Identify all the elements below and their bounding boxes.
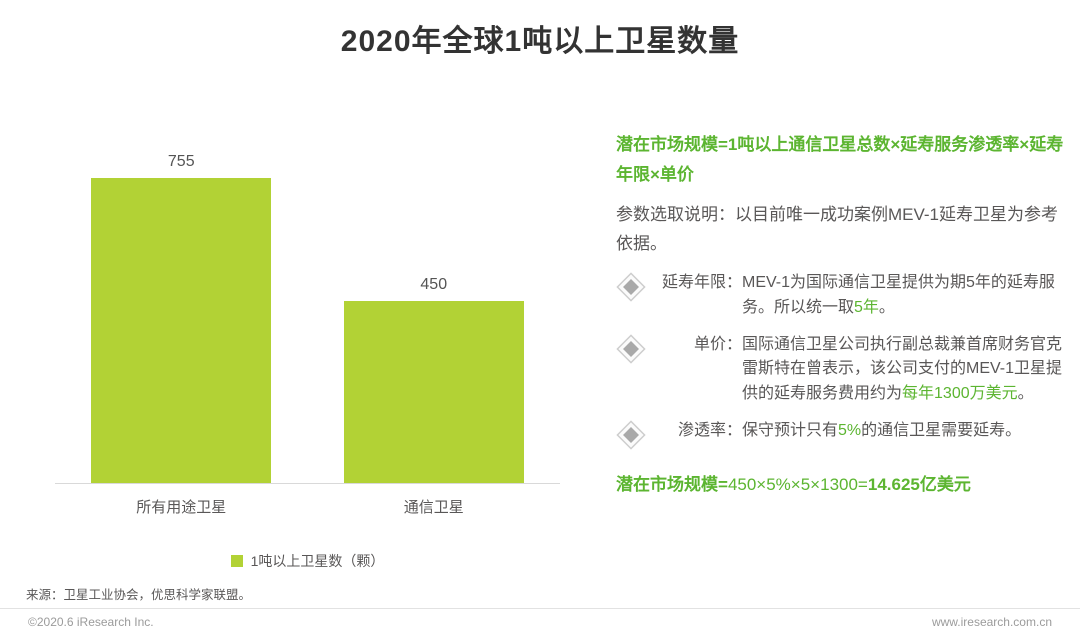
bar [343,301,524,483]
category-labels: 所有用途卫星 通信卫星 [55,496,560,517]
legend-label: 1吨以上卫星数（颗） [250,553,385,569]
panel-items: 延寿年限： MEV-1为国际通信卫星提供为期5年的延寿服务。所以统一取5年。 单价：… [616,271,1068,455]
category-label: 所有用途卫星 [136,499,227,516]
bar-value-label: 755 [167,153,195,170]
diamond-icon-wrap [616,271,660,307]
plain-text: 国际通信卫星公司执行副总裁兼首席财务官克雷斯特在曾表示，该公司支付的MEV-1卫… [742,335,1063,403]
result-value: 14.625亿美元 [867,474,971,494]
bars: 755 450 [55,138,560,484]
highlight-text: 5% [838,421,862,439]
bar-value-label: 450 [420,276,448,293]
diamond-icon [616,333,646,364]
bar-group: 755 [91,153,272,483]
result-prefix: 潜在市场规模= [616,474,728,494]
diamond-icon [616,420,646,450]
bar-chart: 755 450 所有用途卫星 通信卫星 1吨以上卫星数（颗） [55,138,560,571]
parameter-label: 单价： [693,335,742,353]
legend-swatch [230,555,243,567]
parameter-item: 渗透率： 保守预计只有5%的通信卫星需要延寿。 [616,419,1068,455]
diamond-icon-wrap [616,419,660,455]
footer-copyright: ©2020.6 iResearch Inc. [28,615,154,629]
plain-text: 的通信卫星需要延寿。 [861,421,1022,439]
chart-legend: 1吨以上卫星数（颗） [55,551,560,571]
parameter-label: 延寿年限： [661,274,742,291]
category-label: 通信卫星 [403,499,464,516]
bar [91,178,272,483]
plain-text: 保守预计只有 [742,421,839,439]
analysis-panel: 潜在市场规模=1吨以上通信卫星总数×延寿服务渗透率×延寿年限×单价 参数选取说明… [616,130,1068,498]
parameter-item: 单价： 国际通信卫星公司执行副总裁兼首席财务官克雷斯特在曾表示，该公司支付的MEV… [616,333,1068,407]
parameter-text: MEV-1为国际通信卫星提供为期5年的延寿服务。所以统一取5年。 [742,271,1068,321]
diamond-icon-wrap [616,333,660,369]
bar-group: 450 [343,276,524,483]
highlight-text: 每年1300万美元 [902,385,1018,403]
plain-text: MEV-1为国际通信卫星提供为期5年的延寿服务。所以统一取 [742,274,1055,316]
plain-text: 。 [878,298,895,316]
parameter-text: 国际通信卫星公司执行副总裁兼首席财务官克雷斯特在曾表示，该公司支付的MEV-1卫… [742,333,1068,407]
footer-url: www.iresearch.com.cn [931,615,1052,629]
result-middle: 450×5%×5×1300= [727,474,868,494]
highlight-text: 5年 [854,298,879,316]
parameter-text: 保守预计只有5%的通信卫星需要延寿。 [742,419,1068,444]
result-line: 潜在市场规模=450×5%×5×1300=14.625亿美元 [616,471,1068,498]
page-title: 2020年全球1吨以上卫星数量 [340,25,740,58]
formula-heading: 潜在市场规模=1吨以上通信卫星总数×延寿服务渗透率×延寿年限×单价 [616,135,1064,184]
footer: ©2020.6 iResearch Inc. www.iresearch.com… [0,608,1080,635]
diamond-icon [616,272,646,302]
parameter-item: 延寿年限： MEV-1为国际通信卫星提供为期5年的延寿服务。所以统一取5年。 [616,271,1068,321]
parameter-note: 参数选取说明：以目前唯一成功案例MEV-1延寿卫星为参考依据。 [616,204,1059,254]
parameter-label: 渗透率： [677,421,742,439]
source-note: 来源：卫星工业协会，优思科学家联盟。 [26,588,252,602]
plain-text: 。 [1017,385,1034,403]
